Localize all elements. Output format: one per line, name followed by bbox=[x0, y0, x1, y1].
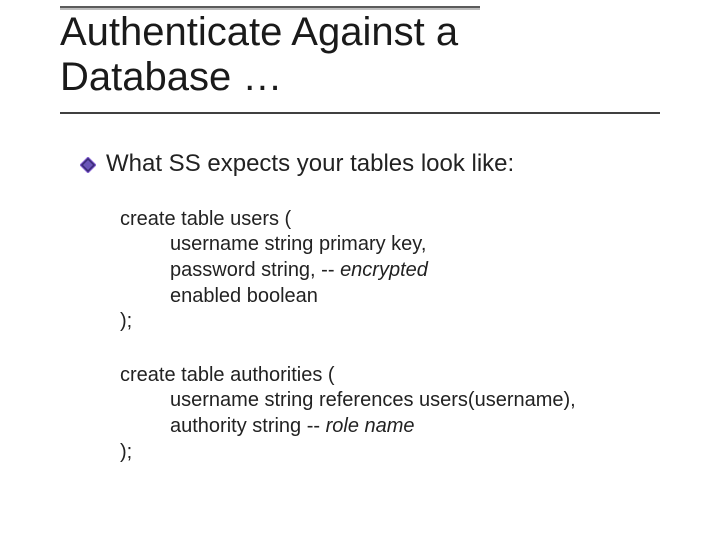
code-line: create table users ( bbox=[120, 207, 680, 233]
code-line: ); bbox=[120, 309, 680, 335]
bullet-text: What SS expects your tables look like: bbox=[106, 150, 514, 179]
top-rule bbox=[60, 6, 480, 8]
bullet-item: What SS expects your tables look like: bbox=[80, 150, 680, 179]
diamond-bullet-icon bbox=[80, 157, 96, 178]
code-text: password string, -- bbox=[170, 259, 340, 281]
content-area: What SS expects your tables look like: c… bbox=[80, 150, 680, 465]
code-comment: encrypted bbox=[340, 259, 428, 281]
code-line: enabled boolean bbox=[170, 284, 680, 310]
title-line-2: Database … bbox=[60, 55, 282, 99]
code-line: ); bbox=[120, 440, 680, 466]
title-underline bbox=[60, 112, 660, 114]
slide-title: Authenticate Against a Database … bbox=[60, 10, 660, 100]
code-line: create table authorities ( bbox=[120, 363, 680, 389]
spacer bbox=[80, 335, 680, 363]
slide: Authenticate Against a Database … What S… bbox=[0, 0, 720, 540]
code-line: authority string -- role name bbox=[170, 414, 680, 440]
code-comment: role name bbox=[326, 415, 415, 437]
sql-block-authorities: create table authorities ( username stri… bbox=[120, 363, 680, 465]
code-text: authority string -- bbox=[170, 415, 326, 437]
title-line-1: Authenticate Against a bbox=[60, 10, 458, 54]
code-line: password string, -- encrypted bbox=[170, 258, 680, 284]
code-line: username string references users(usernam… bbox=[170, 388, 680, 414]
code-line: username string primary key, bbox=[170, 232, 680, 258]
sql-block-users: create table users ( username string pri… bbox=[120, 207, 680, 335]
